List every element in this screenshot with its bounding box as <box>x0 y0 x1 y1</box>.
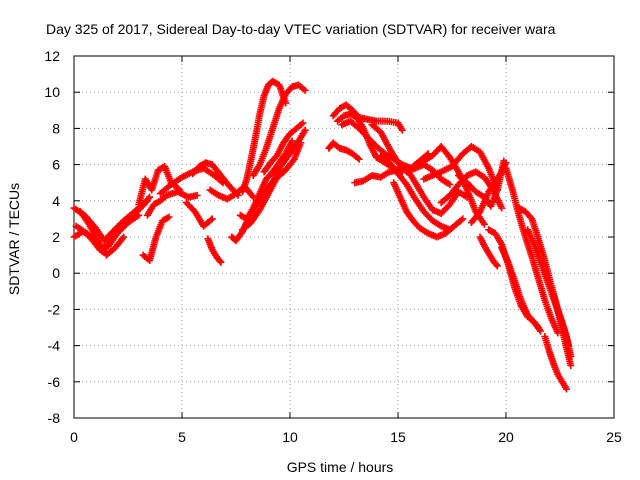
y-tick-label: 8 <box>52 120 60 136</box>
x-tick-labels: 0 5 10 15 20 25 <box>70 429 622 445</box>
y-tick-label: 4 <box>52 193 60 209</box>
series-33 <box>476 233 501 270</box>
data-point <box>301 86 309 94</box>
series-39 <box>541 333 570 393</box>
data-point <box>120 233 128 241</box>
series-21 <box>338 117 432 172</box>
data-point <box>492 261 500 269</box>
y-tick-label: -2 <box>48 301 61 317</box>
data-point <box>355 155 363 163</box>
data-point <box>146 193 154 201</box>
series-8 <box>182 199 216 230</box>
data-points <box>70 77 575 393</box>
data-point <box>567 362 575 370</box>
y-tick-label: 0 <box>52 265 60 281</box>
series-18 <box>269 126 309 187</box>
x-tick-label: 10 <box>282 429 298 445</box>
axis-ticks <box>73 55 615 419</box>
series-5 <box>139 213 173 265</box>
y-tick-label: -6 <box>48 374 61 390</box>
series-40 <box>550 291 575 370</box>
data-point <box>537 327 545 335</box>
data-point <box>193 191 201 199</box>
data-point <box>498 204 506 212</box>
data-point <box>480 220 488 228</box>
y-tick-labels: -8 -6 -4 -2 0 2 4 6 8 10 12 <box>44 48 60 426</box>
data-point <box>165 213 173 221</box>
data-point <box>562 385 570 393</box>
data-point <box>459 215 467 223</box>
y-tick-label: -4 <box>48 338 61 354</box>
x-axis-label: GPS time / hours <box>287 459 394 475</box>
y-axis-label: SDTVAR / TECUs <box>6 183 22 295</box>
y-tick-label: 2 <box>52 229 60 245</box>
series-19 <box>329 101 406 134</box>
series-6 <box>143 188 201 219</box>
y-tick-label: 10 <box>44 84 60 100</box>
series-22 <box>325 139 363 163</box>
data-point <box>143 197 151 205</box>
y-tick-label: 12 <box>44 48 60 64</box>
data-point <box>535 326 543 334</box>
series-14 <box>238 139 305 234</box>
data-point <box>398 126 406 134</box>
series-10 <box>204 235 225 266</box>
x-tick-label: 25 <box>606 429 622 445</box>
series-35 <box>498 244 545 335</box>
data-point <box>207 216 215 224</box>
data-point <box>142 198 150 206</box>
grid <box>74 56 614 418</box>
data-point <box>288 137 296 145</box>
series-26 <box>390 179 467 241</box>
chart-title: Day 325 of 2017, Sidereal Day-to-day VTE… <box>46 21 556 37</box>
data-point <box>493 262 501 270</box>
x-tick-label: 15 <box>390 429 406 445</box>
x-tick-label: 0 <box>70 429 78 445</box>
series-17 <box>260 119 307 176</box>
data-point <box>216 257 224 265</box>
data-point <box>217 258 225 266</box>
data-point <box>208 215 216 223</box>
x-tick-label: 5 <box>178 429 186 445</box>
data-point <box>301 126 309 134</box>
data-point <box>457 216 465 224</box>
data-point <box>446 181 454 189</box>
x-tick-label: 20 <box>498 429 514 445</box>
y-tick-label: 6 <box>52 157 60 173</box>
series-3 <box>72 197 151 255</box>
series-4 <box>135 162 184 208</box>
series-16 <box>249 81 309 179</box>
series-36 <box>502 164 562 337</box>
y-tick-label: -8 <box>48 410 61 426</box>
data-point <box>299 119 307 127</box>
